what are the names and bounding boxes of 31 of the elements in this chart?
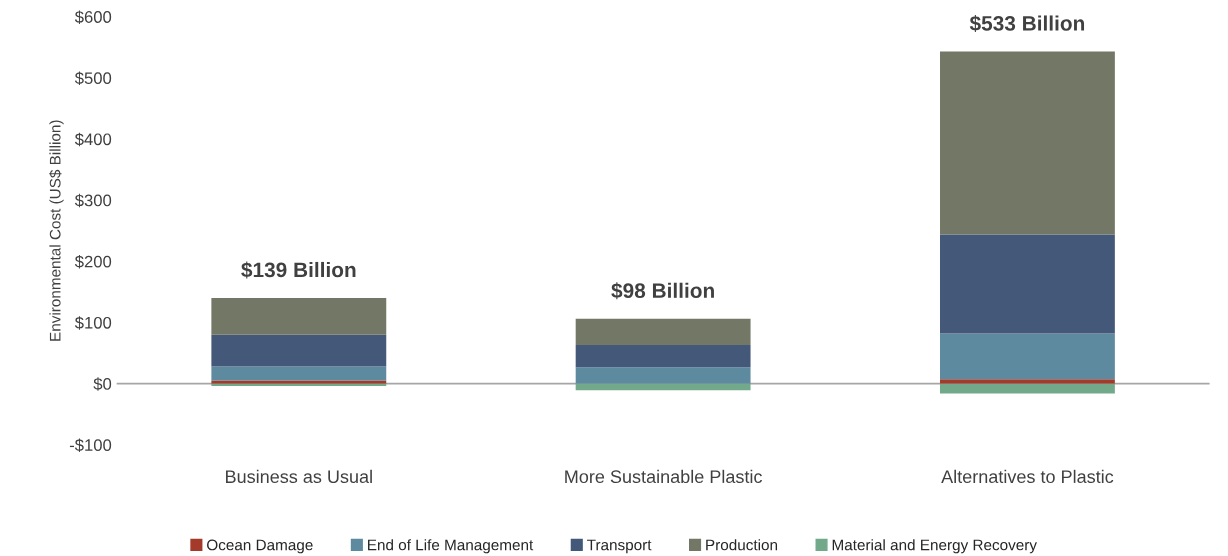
legend-label: Material and Energy Recovery <box>832 539 1037 554</box>
bar <box>939 234 1115 334</box>
legend-label: Transport <box>587 539 652 554</box>
y-tick-label: $300 <box>74 193 112 208</box>
bar <box>939 379 1115 384</box>
annotation: $139 Billion <box>241 261 356 279</box>
annotation: $98 Billion <box>611 282 714 300</box>
legend-label: Production <box>706 539 778 551</box>
bar <box>939 383 1115 394</box>
y-axis-title: Environmental Cost (US$ Billion) <box>49 120 64 341</box>
x-tick-label: Business as Usual <box>226 469 372 484</box>
y-tick-label: $600 <box>74 10 112 24</box>
bar <box>211 334 387 367</box>
y-tick-label: $400 <box>74 132 112 147</box>
bar <box>211 298 387 335</box>
x-tick-label: Alternatives to Plastic <box>941 469 1114 484</box>
y-tick-label: $200 <box>74 255 112 269</box>
bar <box>575 345 751 368</box>
legend-label: End of Life Management <box>368 539 534 554</box>
annotation: $533 Billion <box>969 15 1085 33</box>
y-tick-label: -$100 <box>69 438 112 452</box>
bar <box>575 318 751 346</box>
legend-label: Ocean Damage <box>207 539 313 554</box>
bar <box>211 366 387 381</box>
y-tick-label: $500 <box>74 71 112 86</box>
y-tick-label: $0 <box>93 377 112 391</box>
x-tick-label: More Sustainable Plastic <box>565 469 762 484</box>
bar <box>939 51 1115 235</box>
y-tick-label: $100 <box>74 316 112 330</box>
bar <box>939 333 1115 380</box>
bar <box>575 367 751 384</box>
